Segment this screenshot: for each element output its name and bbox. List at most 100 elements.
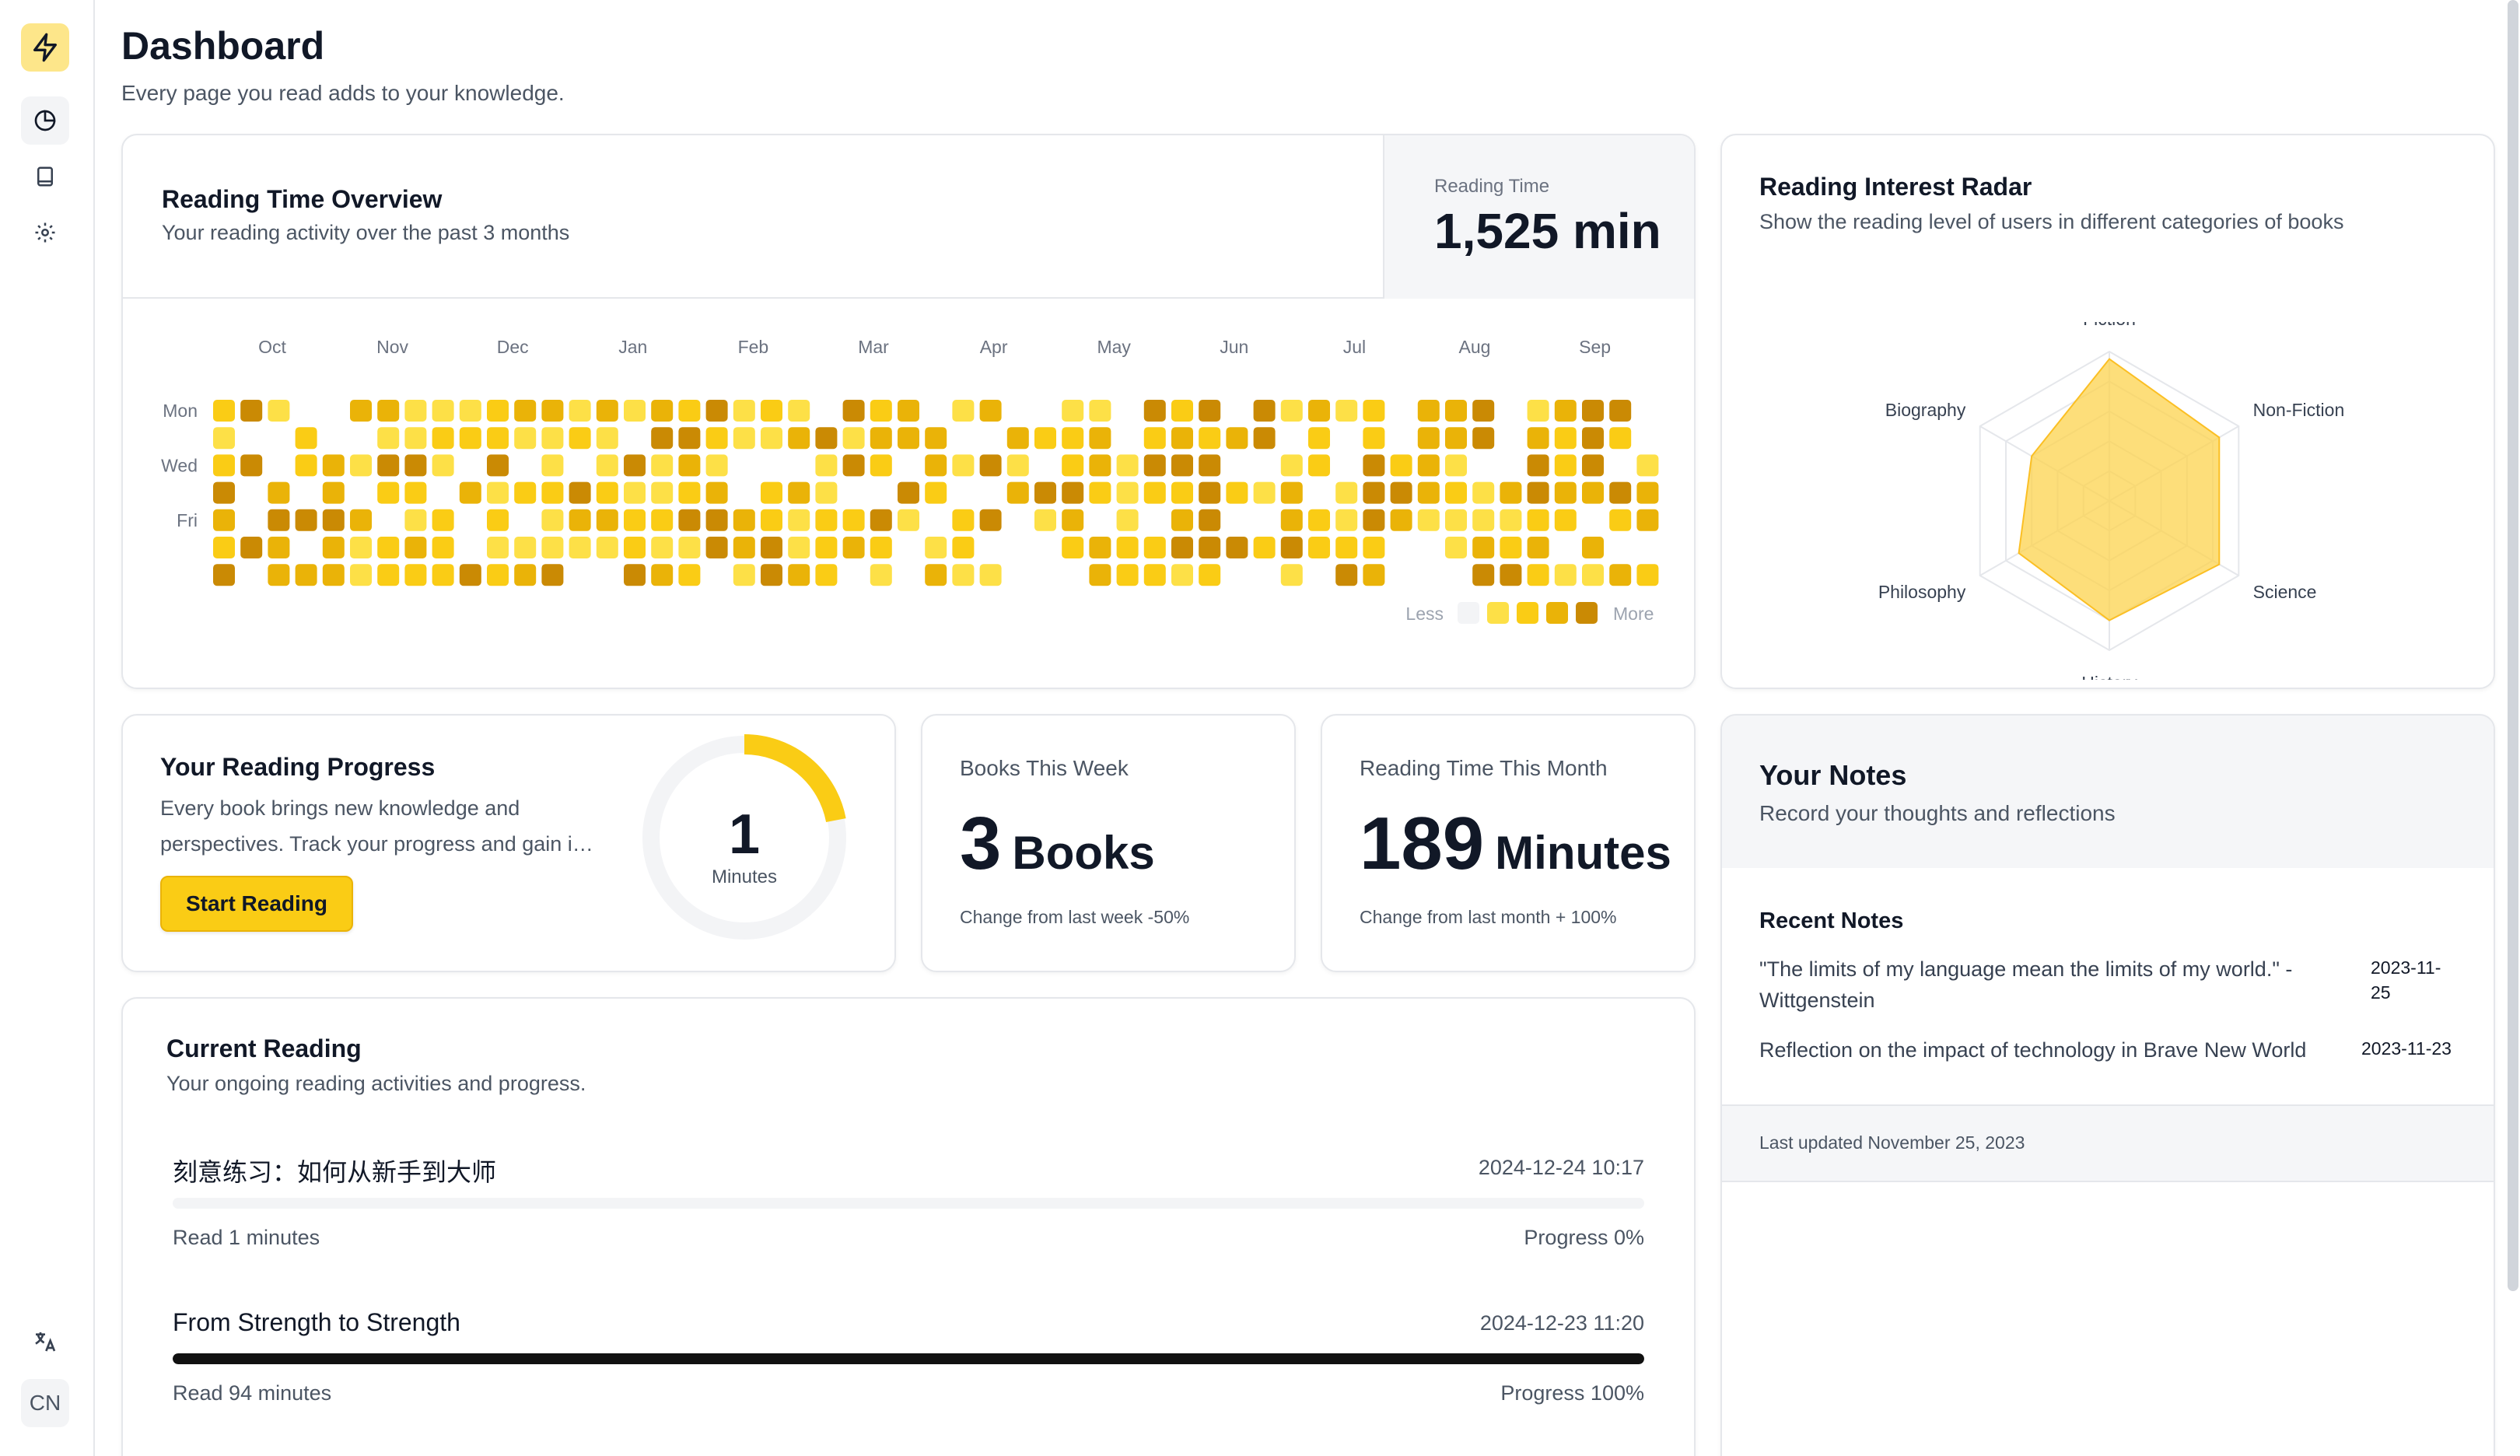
heatmap-cell[interactable] (925, 427, 947, 450)
heatmap-cell[interactable] (432, 537, 454, 558)
heatmap-cell[interactable] (1171, 481, 1193, 504)
heatmap-cell[interactable] (1445, 400, 1467, 422)
heatmap-cell[interactable] (1089, 400, 1111, 422)
heatmap-cell[interactable] (1445, 481, 1467, 504)
heatmap-cell[interactable] (213, 427, 235, 450)
heatmap-cell[interactable] (1527, 454, 1549, 477)
heatmap-cell[interactable] (788, 509, 810, 531)
heatmap-cell[interactable] (705, 481, 728, 504)
logo[interactable] (21, 23, 69, 72)
heatmap-cell[interactable] (1143, 481, 1166, 504)
heatmap-cell[interactable] (979, 564, 1002, 586)
heatmap-cell[interactable] (761, 427, 782, 450)
heatmap-cell[interactable] (952, 564, 975, 586)
heatmap-cell[interactable] (1116, 481, 1139, 504)
heatmap-cell[interactable] (952, 454, 975, 477)
language-toggle[interactable]: CN (21, 1379, 69, 1427)
heatmap-cell[interactable] (295, 454, 317, 477)
heatmap-cell[interactable] (1280, 454, 1303, 477)
heatmap-cell[interactable] (404, 427, 427, 450)
heatmap-cell[interactable] (788, 537, 810, 558)
heatmap-cell[interactable] (842, 509, 865, 531)
heatmap-cell[interactable] (1417, 481, 1440, 504)
heatmap-cell[interactable] (1417, 427, 1440, 450)
heatmap-cell[interactable] (322, 564, 345, 586)
heatmap-cell[interactable] (898, 509, 919, 531)
heatmap-cell[interactable] (815, 481, 838, 504)
heatmap-cell[interactable] (350, 509, 372, 531)
heatmap-cell[interactable] (870, 427, 892, 450)
heatmap-cell[interactable] (514, 400, 537, 422)
heatmap-cell[interactable] (1171, 454, 1193, 477)
heatmap-cell[interactable] (1554, 427, 1577, 450)
heatmap-cell[interactable] (1472, 481, 1495, 504)
heatmap-cell[interactable] (815, 427, 838, 450)
heatmap-cell[interactable] (1500, 509, 1522, 531)
heatmap-cell[interactable] (1253, 537, 1276, 558)
sidebar-item-books[interactable] (21, 152, 69, 201)
heatmap-cell[interactable] (213, 400, 235, 422)
heatmap-cell[interactable] (514, 427, 537, 450)
heatmap-cell[interactable] (705, 509, 728, 531)
heatmap-cell[interactable] (678, 400, 701, 422)
heatmap-cell[interactable] (1554, 400, 1577, 422)
heatmap-cell[interactable] (1636, 509, 1659, 531)
heatmap-cell[interactable] (1472, 509, 1495, 531)
heatmap-cell[interactable] (1417, 509, 1440, 531)
heatmap-cell[interactable] (1582, 454, 1604, 477)
heatmap-cell[interactable] (898, 400, 919, 422)
heatmap-cell[interactable] (733, 427, 755, 450)
heatmap-cell[interactable] (1280, 481, 1303, 504)
heatmap-cell[interactable] (1472, 564, 1495, 586)
heatmap-cell[interactable] (240, 400, 263, 422)
heatmap-cell[interactable] (1171, 537, 1193, 558)
heatmap-cell[interactable] (678, 427, 701, 450)
heatmap-cell[interactable] (1006, 481, 1029, 504)
heatmap-cell[interactable] (1006, 454, 1029, 477)
heatmap-cell[interactable] (541, 400, 564, 422)
heatmap-cell[interactable] (1089, 537, 1111, 558)
book-item[interactable]: 刻意练习：如何从新手到大师 2024-12-24 10:17 Read 1 mi… (173, 1153, 1644, 1293)
heatmap-cell[interactable] (1199, 454, 1221, 477)
heatmap-cell[interactable] (596, 509, 618, 531)
heatmap-cell[interactable] (514, 564, 537, 586)
heatmap-cell[interactable] (1308, 537, 1330, 558)
heatmap-cell[interactable] (350, 454, 372, 477)
heatmap-cell[interactable] (870, 509, 892, 531)
heatmap-cell[interactable] (1363, 400, 1385, 422)
heatmap-cell[interactable] (624, 454, 646, 477)
heatmap-cell[interactable] (1034, 509, 1056, 531)
heatmap-cell[interactable] (1500, 537, 1522, 558)
heatmap-cell[interactable] (1390, 454, 1412, 477)
heatmap-cell[interactable] (952, 509, 975, 531)
heatmap-cell[interactable] (569, 481, 591, 504)
heatmap-cell[interactable] (1143, 427, 1166, 450)
heatmap-cell[interactable] (1062, 427, 1084, 450)
heatmap-cell[interactable] (925, 454, 947, 477)
heatmap-cell[interactable] (1582, 481, 1604, 504)
heatmap-cell[interactable] (624, 537, 646, 558)
heatmap-cell[interactable] (596, 427, 618, 450)
heatmap-cell[interactable] (322, 509, 345, 531)
heatmap-cell[interactable] (1089, 564, 1111, 586)
heatmap-cell[interactable] (651, 537, 674, 558)
heatmap-cell[interactable] (1390, 481, 1412, 504)
heatmap-cell[interactable] (1472, 400, 1495, 422)
heatmap-cell[interactable] (1171, 427, 1193, 450)
heatmap-cell[interactable] (1062, 481, 1084, 504)
heatmap-cell[interactable] (1363, 454, 1385, 477)
heatmap-cell[interactable] (295, 509, 317, 531)
heatmap-cell[interactable] (487, 400, 509, 422)
heatmap-cell[interactable] (1609, 427, 1632, 450)
heatmap-cell[interactable] (487, 509, 509, 531)
heatmap-cell[interactable] (459, 400, 481, 422)
heatmap-cell[interactable] (1171, 564, 1193, 586)
heatmap-cell[interactable] (213, 454, 235, 477)
heatmap-cell[interactable] (1500, 564, 1522, 586)
heatmap-cell[interactable] (432, 427, 454, 450)
heatmap-cell[interactable] (1609, 509, 1632, 531)
heatmap-cell[interactable] (870, 400, 892, 422)
heatmap-cell[interactable] (705, 454, 728, 477)
heatmap-cell[interactable] (1308, 509, 1330, 531)
heatmap-cell[interactable] (733, 400, 755, 422)
